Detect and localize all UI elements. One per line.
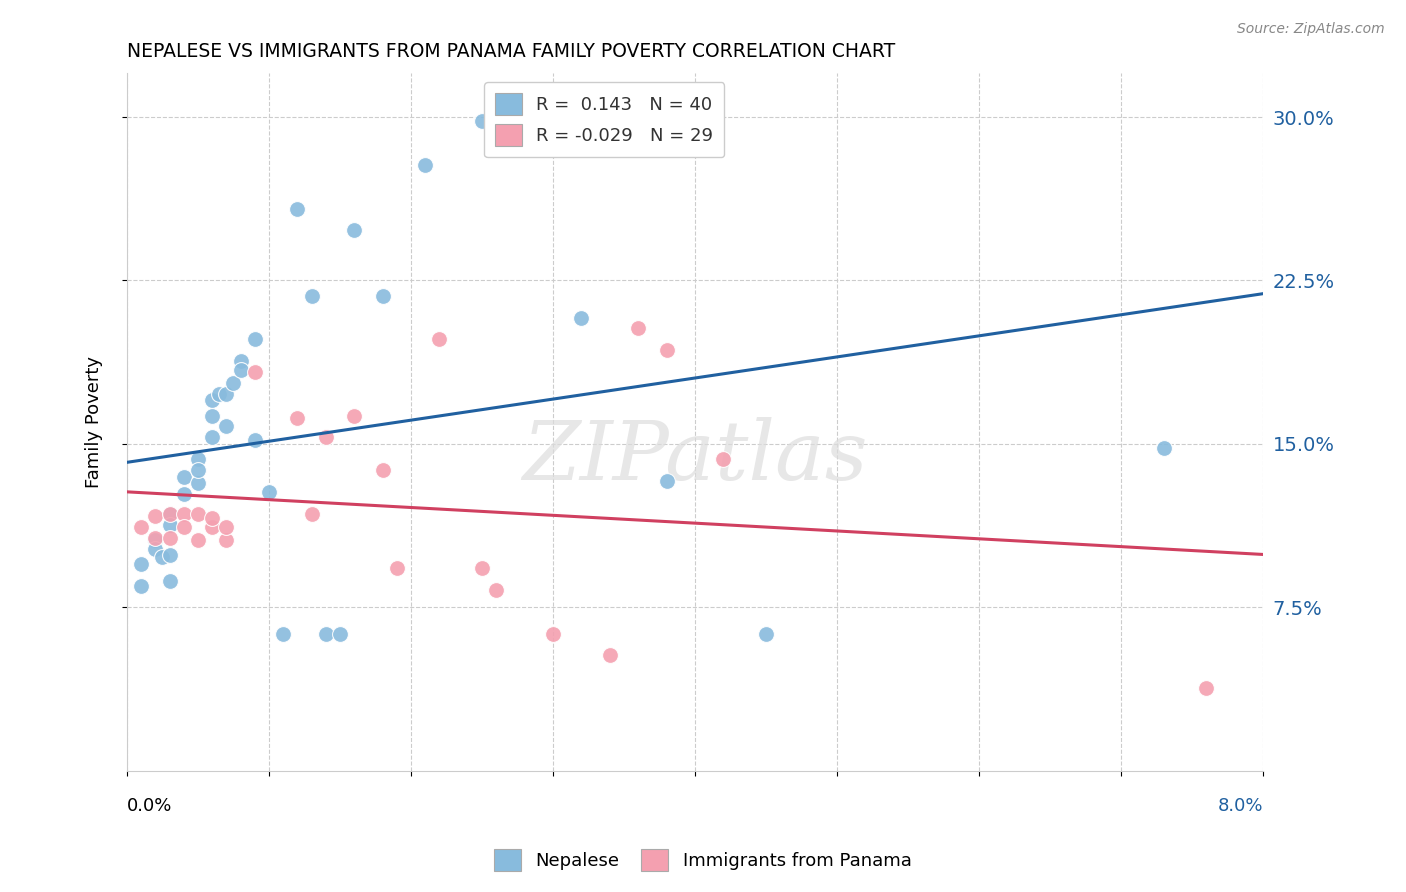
Point	[187, 507, 209, 521]
Point	[257, 484, 280, 499]
Point	[187, 533, 209, 547]
Point	[159, 507, 181, 521]
Point	[159, 517, 181, 532]
Point	[413, 158, 436, 172]
Point	[1153, 442, 1175, 456]
Point	[143, 531, 166, 545]
Point	[201, 511, 224, 525]
Text: NEPALESE VS IMMIGRANTS FROM PANAMA FAMILY POVERTY CORRELATION CHART: NEPALESE VS IMMIGRANTS FROM PANAMA FAMIL…	[127, 42, 896, 61]
Point	[599, 648, 621, 663]
Point	[301, 507, 323, 521]
Point	[755, 626, 778, 640]
Point	[143, 533, 166, 547]
Point	[243, 332, 266, 346]
Point	[485, 582, 508, 597]
Point	[627, 321, 650, 335]
Point	[215, 386, 238, 401]
Point	[229, 354, 252, 368]
Point	[129, 578, 152, 592]
Point	[655, 343, 678, 358]
Point	[471, 561, 494, 575]
Point	[159, 507, 181, 521]
Point	[187, 476, 209, 491]
Point	[285, 410, 308, 425]
Point	[215, 519, 238, 533]
Point	[159, 531, 181, 545]
Point	[159, 574, 181, 589]
Text: ZIPatlas: ZIPatlas	[522, 417, 868, 497]
Point	[243, 433, 266, 447]
Point	[385, 561, 408, 575]
Point	[215, 533, 238, 547]
Point	[229, 363, 252, 377]
Y-axis label: Family Poverty: Family Poverty	[86, 356, 103, 488]
Point	[329, 626, 352, 640]
Point	[315, 626, 337, 640]
Point	[371, 463, 394, 477]
Point	[343, 409, 366, 423]
Point	[129, 519, 152, 533]
Text: Source: ZipAtlas.com: Source: ZipAtlas.com	[1237, 22, 1385, 37]
Point	[541, 626, 564, 640]
Point	[343, 223, 366, 237]
Point	[173, 487, 195, 501]
Point	[173, 507, 195, 521]
Point	[371, 289, 394, 303]
Point	[201, 430, 224, 444]
Point	[201, 393, 224, 408]
Point	[159, 548, 181, 562]
Point	[711, 452, 734, 467]
Point	[315, 430, 337, 444]
Point	[187, 463, 209, 477]
Point	[143, 541, 166, 556]
Point	[285, 202, 308, 216]
Point	[271, 626, 294, 640]
Point	[173, 519, 195, 533]
Point	[222, 376, 245, 390]
Text: 8.0%: 8.0%	[1218, 797, 1263, 815]
Point	[187, 452, 209, 467]
Legend: Nepalese, Immigrants from Panama: Nepalese, Immigrants from Panama	[486, 842, 920, 879]
Point	[215, 419, 238, 434]
Point	[471, 114, 494, 128]
Point	[143, 508, 166, 523]
Text: 0.0%: 0.0%	[127, 797, 173, 815]
Point	[541, 138, 564, 153]
Point	[427, 332, 450, 346]
Point	[152, 550, 174, 565]
Legend: R =  0.143   N = 40, R = -0.029   N = 29: R = 0.143 N = 40, R = -0.029 N = 29	[484, 82, 724, 157]
Point	[173, 469, 195, 483]
Point	[243, 365, 266, 379]
Point	[201, 519, 224, 533]
Point	[208, 386, 231, 401]
Point	[129, 557, 152, 571]
Point	[201, 409, 224, 423]
Point	[569, 310, 592, 325]
Point	[1195, 681, 1218, 695]
Point	[301, 289, 323, 303]
Point	[655, 474, 678, 488]
